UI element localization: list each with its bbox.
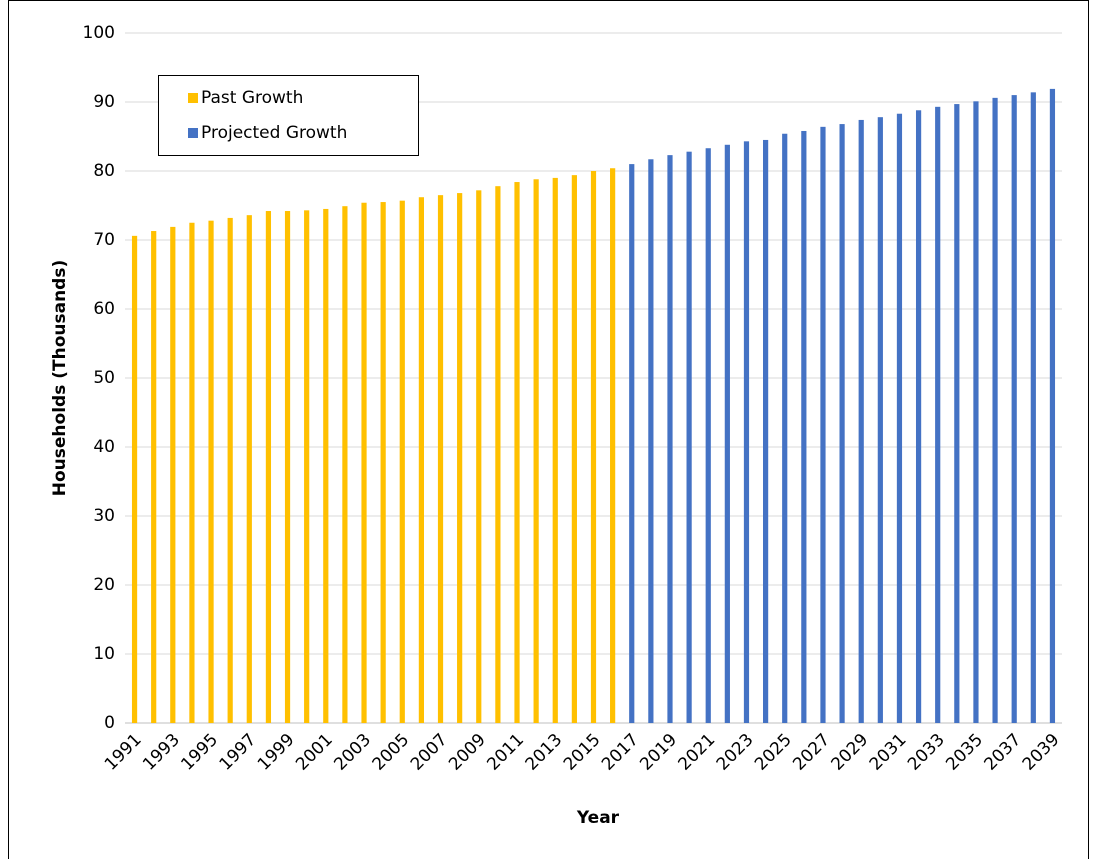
bar <box>418 197 424 724</box>
bar <box>476 190 482 723</box>
bar <box>151 231 157 723</box>
bar <box>896 113 903 724</box>
y-tick-label: 60 <box>93 299 115 319</box>
bar <box>284 211 291 723</box>
y-tick-label: 90 <box>93 92 115 112</box>
bar <box>820 126 826 724</box>
bar <box>552 177 558 723</box>
bar <box>954 104 960 723</box>
bar <box>763 139 769 723</box>
bar <box>265 211 272 723</box>
bar <box>323 208 329 723</box>
bar <box>246 215 252 723</box>
bar <box>992 97 998 724</box>
y-tick-label: 70 <box>93 230 115 250</box>
bar <box>782 133 788 724</box>
legend-label: Projected Growth <box>201 123 347 143</box>
bar <box>227 217 233 724</box>
bar <box>131 235 138 724</box>
bar <box>189 222 195 723</box>
bar <box>208 220 214 723</box>
bar <box>610 168 616 724</box>
bar <box>743 141 750 723</box>
bar <box>973 101 979 723</box>
bar <box>571 175 577 723</box>
bar <box>1011 95 1017 724</box>
bar <box>170 226 176 723</box>
y-tick-label: 80 <box>93 161 115 181</box>
x-axis-title: Year <box>576 808 620 828</box>
bar <box>839 124 845 723</box>
y-tick-label: 10 <box>93 644 115 664</box>
bar <box>457 193 463 723</box>
bar <box>877 117 883 724</box>
y-tick-label: 100 <box>83 23 115 43</box>
bar <box>304 210 310 723</box>
bar <box>801 130 807 724</box>
bar <box>686 151 692 723</box>
bar <box>915 110 922 723</box>
bar <box>590 171 597 723</box>
bar <box>724 144 730 723</box>
bar <box>533 179 539 723</box>
y-tick-label: 40 <box>93 437 115 457</box>
bar <box>380 202 386 724</box>
legend-box <box>158 75 419 156</box>
bar <box>495 186 501 723</box>
y-tick-label: 30 <box>93 506 115 526</box>
legend-swatch <box>188 128 198 138</box>
bar <box>935 106 941 723</box>
y-tick-label: 50 <box>93 368 115 388</box>
bar <box>437 195 444 723</box>
bar <box>667 155 673 723</box>
bar <box>648 159 654 723</box>
bar <box>1049 88 1056 723</box>
y-tick-label: 20 <box>93 575 115 595</box>
legend-label: Past Growth <box>201 88 303 108</box>
bar <box>629 164 635 724</box>
bar <box>514 182 520 724</box>
y-axis-title: Households (Thousands) <box>50 260 70 496</box>
bar <box>342 206 348 723</box>
y-tick-label: 0 <box>104 713 115 733</box>
bar <box>399 200 405 724</box>
legend-swatch <box>188 93 198 103</box>
bar <box>705 148 711 724</box>
bar <box>1030 92 1036 724</box>
bar <box>361 202 367 724</box>
bar <box>858 119 864 723</box>
